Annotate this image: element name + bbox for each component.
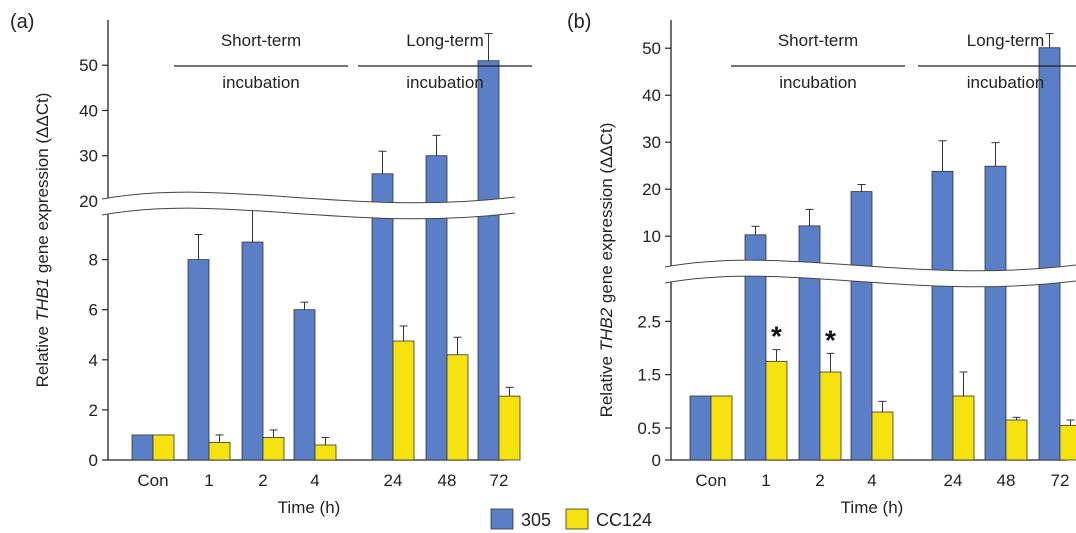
group-label-line1: Long-term [406, 31, 483, 50]
bar-cc124 [152, 434, 175, 461]
bar-cc124 [208, 442, 231, 461]
bar-cc124 [710, 395, 733, 461]
y-axis-label-prefix: Relative [597, 351, 616, 417]
x-tick-label: 24 [944, 471, 963, 490]
x-tick-label: 72 [1051, 471, 1070, 490]
y-tick-label: 8 [89, 251, 98, 270]
legend-swatch [565, 508, 589, 530]
bar-cc124 [498, 395, 521, 461]
y-tick-label: 0 [89, 451, 98, 470]
bar-305 [984, 165, 1007, 461]
x-tick-label: 1 [761, 471, 770, 490]
bar-305 [131, 434, 154, 461]
y-axis-label: Relative THB2 gene expression (ΔΔCt) [597, 123, 616, 418]
axis-break-line [101, 207, 516, 220]
x-axis-label: Time (h) [278, 498, 341, 517]
y-tick-label: 6 [89, 301, 98, 320]
y-axis-label-suffix: gene expression (ΔΔCt) [33, 93, 52, 278]
group-label-line2: incubation [406, 73, 484, 92]
bar-cc124 [952, 395, 975, 461]
bar-cc124 [446, 354, 469, 461]
y-axis-label-prefix: Relative [33, 321, 52, 387]
x-tick-label: Con [695, 471, 726, 490]
legend: 305 CC124 [490, 508, 652, 530]
axis-break-line [101, 191, 516, 204]
bar-305 [293, 309, 316, 461]
bar-cc124 [871, 411, 894, 461]
x-tick-label: 24 [384, 471, 403, 490]
group-label-line2: incubation [222, 73, 300, 92]
legend-swatch [490, 508, 514, 530]
legend-label: CC124 [596, 510, 652, 530]
y-tick-label: 50 [642, 39, 661, 58]
x-tick-label: 2 [815, 471, 824, 490]
axis-break-band [102, 192, 515, 219]
y-tick-label: 30 [642, 133, 661, 152]
bar-cc124 [819, 371, 842, 461]
y-tick-label: 10 [642, 227, 661, 246]
y-tick-label: 50 [79, 56, 98, 75]
bar-305 [241, 241, 264, 461]
panel-label: (a) [10, 11, 34, 33]
group-label-line2: incubation [779, 73, 857, 92]
bar-cc124 [392, 340, 415, 461]
x-tick-label: 48 [438, 471, 457, 490]
group-label-line2: incubation [967, 73, 1045, 92]
bar-cc124 [314, 444, 337, 461]
bar-cc124 [765, 360, 788, 461]
group-label-line1: Long-term [967, 31, 1044, 50]
panel-label: (b) [567, 11, 591, 33]
y-tick-label: 20 [79, 192, 98, 211]
axis-break-line [664, 275, 1076, 288]
bar-305 [477, 60, 500, 461]
y-tick-label: 2.5 [637, 312, 661, 331]
y-axis-label-suffix: gene expression (ΔΔCt) [597, 123, 616, 308]
y-tick-label: 30 [79, 147, 98, 166]
y-tick-label: 4 [89, 351, 98, 370]
y-axis-label-gene: THB1 [33, 278, 52, 321]
x-tick-label: 4 [867, 471, 876, 490]
y-tick-label: 0 [652, 451, 661, 470]
bar-305 [187, 259, 210, 461]
x-tick-label: 4 [310, 471, 319, 490]
y-axis-label-gene: THB2 [597, 307, 616, 351]
x-tick-label: 48 [997, 471, 1016, 490]
bar-305 [931, 170, 954, 461]
y-tick-label: 2 [89, 401, 98, 420]
x-tick-label: Con [137, 471, 168, 490]
bar-cc124 [1059, 424, 1076, 461]
significance-asterisk: * [771, 321, 782, 352]
group-label-line1: Short-term [778, 31, 858, 50]
bar-cc124 [262, 437, 285, 461]
legend-label: 305 [521, 510, 551, 530]
bar-305 [1038, 47, 1061, 461]
bar-cc124 [1005, 419, 1028, 461]
group-label-line1: Short-term [221, 31, 301, 50]
y-axis-label: Relative THB1 gene expression (ΔΔCt) [33, 93, 52, 388]
bar-305 [425, 155, 448, 461]
bar-305 [689, 395, 712, 461]
y-tick-label: 1.5 [637, 366, 661, 385]
x-tick-label: 72 [490, 471, 509, 490]
x-axis-label: Time (h) [841, 498, 904, 517]
y-tick-label: 40 [79, 101, 98, 120]
x-tick-label: 2 [258, 471, 267, 490]
x-tick-label: 1 [204, 471, 213, 490]
axis-break-band [665, 260, 1076, 287]
y-tick-label: 0.5 [637, 419, 661, 438]
y-tick-label: 40 [642, 86, 661, 105]
significance-asterisk: * [825, 324, 836, 355]
bar-305 [850, 191, 873, 461]
axis-break-line [664, 259, 1076, 272]
y-tick-label: 20 [642, 180, 661, 199]
bar-305 [798, 225, 821, 461]
